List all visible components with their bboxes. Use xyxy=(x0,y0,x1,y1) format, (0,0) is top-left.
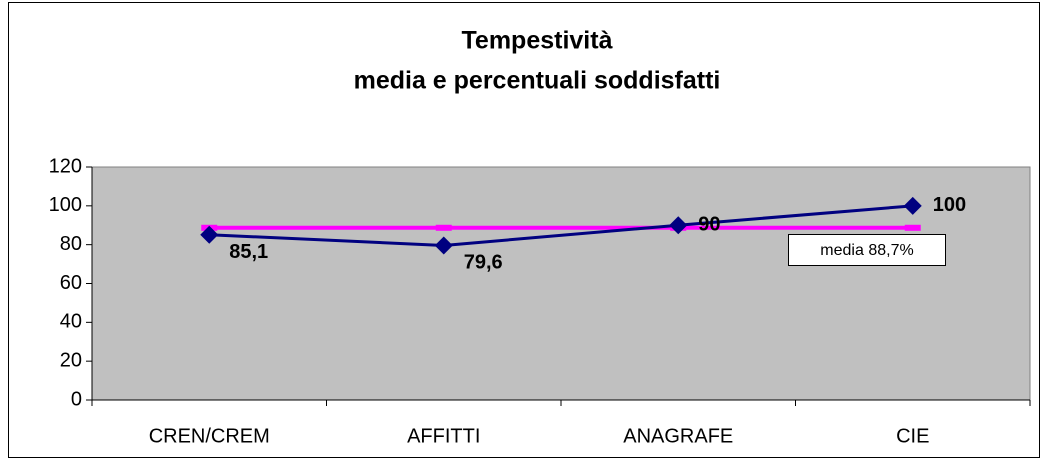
y-tick-label: 0 xyxy=(71,388,82,410)
y-tick-label: 80 xyxy=(60,233,82,255)
y-tick-label: 100 xyxy=(49,194,82,216)
y-tick-label: 20 xyxy=(60,349,82,371)
series-line xyxy=(209,204,913,247)
data-label: 90 xyxy=(698,214,720,236)
annotation: media 88,7% xyxy=(820,242,913,259)
annotation-box xyxy=(788,234,946,266)
chart-title: Tempestività xyxy=(462,27,613,55)
plot-area xyxy=(91,166,1031,401)
chart-subtitle: media e percentuali soddisfatti xyxy=(354,67,721,95)
y-tick-label: 40 xyxy=(60,311,82,333)
data-label: 100 xyxy=(933,194,966,216)
y-tick-label: 60 xyxy=(60,272,82,294)
marker xyxy=(434,236,453,255)
marker xyxy=(669,216,688,235)
y-tick-label: 120 xyxy=(49,155,82,177)
x-tick-label: CREN/CREM xyxy=(149,425,270,447)
x-tick-label: ANAGRAFE xyxy=(623,425,733,447)
marker xyxy=(200,225,219,244)
marker xyxy=(904,224,921,231)
x-tick-label: CIE xyxy=(896,425,929,447)
data-label: 85,1 xyxy=(229,241,268,263)
marker xyxy=(903,196,922,215)
x-tick-label: AFFITTI xyxy=(407,425,480,447)
data-label: 79,6 xyxy=(464,252,503,274)
marker xyxy=(435,224,452,231)
